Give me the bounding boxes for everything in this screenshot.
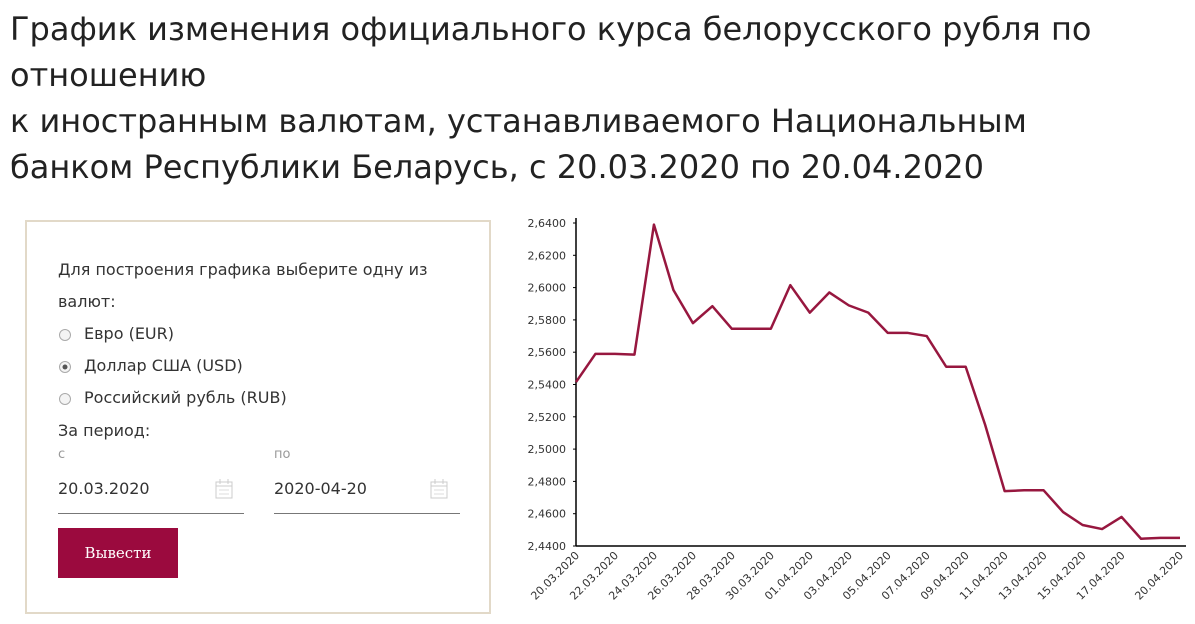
calendar-icon[interactable] [429,478,449,500]
y-tick-label: 2,5600 [528,346,567,359]
period-label: За период: [58,421,151,440]
y-tick-label: 2,6200 [528,249,567,262]
form-panel: Для построения графика выберите одну из … [25,220,491,614]
chart: 2,4400 2,4600 2,4800 2,5000 2,5200 2,5400 2,56… [528,217,1187,603]
to-input[interactable]: 2020-04-20 [274,479,367,498]
radio[interactable] [58,360,72,374]
title-line: отношению [10,56,207,94]
calendar-icon[interactable] [214,478,234,500]
input-underline [274,513,460,514]
y-tick-label: 2,4800 [528,475,567,488]
prompt: валют: [58,292,116,311]
page-title: График изменения официального курса бело… [10,6,1091,190]
y-tick-label: 2,6000 [528,282,567,295]
title-line: банком Республики Беларусь, с 20.03.2020… [10,148,984,186]
submit-button[interactable]: Вывести [58,528,178,578]
radio-label[interactable]: Евро (EUR) [84,324,174,343]
prompt: Для построения графика выберите одну из [58,260,428,279]
y-tick-label: 2,4400 [528,540,567,553]
y-tick-label: 2,5200 [528,411,567,424]
y-tick-label: 2,5800 [528,314,567,327]
y-tick-label: 2,5400 [528,379,567,392]
y-tick-label: 2,5000 [528,443,567,456]
title-line: к иностранным валютам, устанавливаемого … [10,102,1027,140]
x-tick-label: 20.04.2020 [1132,549,1186,603]
radio-label[interactable]: Доллар США (USD) [84,356,243,375]
title-line: График изменения официального курса бело… [10,10,1092,48]
data-line [574,223,1180,540]
radio[interactable] [58,328,72,342]
y-tick-label: 2,6400 [528,217,567,230]
radio[interactable] [58,392,72,406]
input-underline [58,513,244,514]
to-label: по [274,447,291,462]
radio-label[interactable]: Российский рубль (RUB) [84,388,287,407]
from-label: с [58,447,66,462]
from-input[interactable]: 20.03.2020 [58,479,150,498]
y-tick-label: 2,4600 [528,508,567,521]
